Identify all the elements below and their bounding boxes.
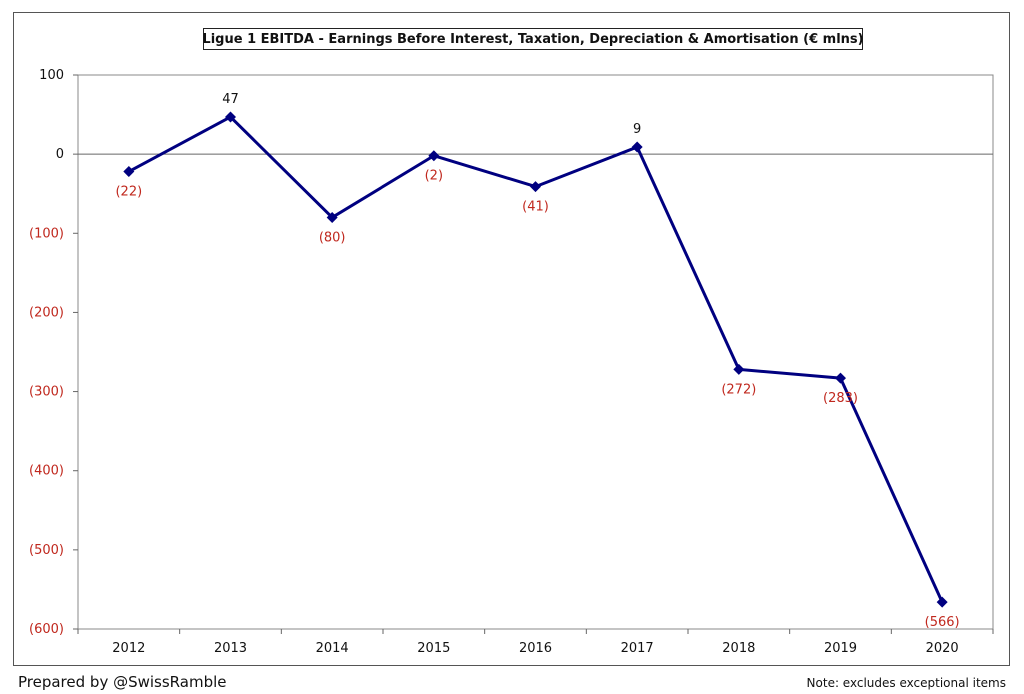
data-label: (41): [522, 200, 549, 215]
data-point-marker: [936, 596, 948, 608]
y-tick-label: (600): [29, 622, 64, 637]
y-tick-label: 0: [56, 147, 64, 162]
data-point-marker: [428, 150, 440, 162]
data-point-marker: [225, 111, 236, 123]
data-label: (566): [925, 615, 960, 630]
prepared-by-credit: Prepared by @SwissRamble: [18, 673, 227, 691]
data-point-marker: [530, 181, 541, 193]
x-tick-label: 2018: [722, 641, 755, 656]
chart-axes: [73, 74, 994, 634]
x-tick-label: 2020: [926, 641, 959, 656]
data-points: [123, 111, 948, 608]
data-point-marker: [123, 166, 135, 178]
x-tick-label: 2019: [824, 641, 857, 656]
chart-frame: [13, 12, 1010, 666]
x-tick-label: 2017: [621, 641, 654, 656]
data-label: (272): [721, 382, 756, 397]
y-tick-label: (500): [29, 543, 64, 558]
data-label: (22): [115, 185, 142, 200]
plot-area-border: [77, 74, 994, 630]
data-point-marker: [326, 211, 338, 223]
data-label: (80): [319, 230, 346, 245]
footnote: Note: excludes exceptional items: [806, 676, 1006, 690]
data-label: (283): [823, 391, 858, 406]
chart-title: Ligue 1 EBITDA - Earnings Before Interes…: [202, 28, 864, 50]
y-tick-label: (100): [29, 226, 64, 241]
data-label: 9: [633, 122, 641, 137]
x-tick-label: 2016: [519, 641, 552, 656]
x-tick-label: 2014: [316, 641, 349, 656]
y-tick-label: (400): [29, 464, 64, 479]
data-point-marker: [631, 141, 643, 153]
data-point-marker: [835, 372, 846, 384]
data-point-marker: [733, 363, 745, 375]
data-label: 47: [222, 92, 239, 107]
y-axis-tick-labels: 100 0 (100) (200) (300) (400) (500) (600): [29, 68, 64, 637]
y-tick-label: (300): [29, 385, 64, 400]
x-tick-label: 2013: [214, 641, 247, 656]
x-tick-label: 2015: [417, 641, 450, 656]
y-tick-label: (200): [29, 305, 64, 320]
x-tick-label: 2012: [112, 641, 145, 656]
y-tick-label: 100: [39, 68, 64, 83]
data-labels: (22) 47 (80) (2) (41) 9 (272) (283) (566): [115, 92, 959, 630]
x-axis-tick-labels: 2012 2013 2014 2015 2016 2017 2018 2019 2020: [112, 641, 958, 656]
data-label: (2): [425, 169, 443, 184]
